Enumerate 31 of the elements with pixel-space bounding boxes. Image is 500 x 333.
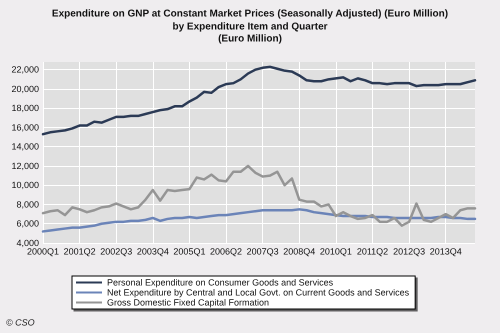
x-tick-label: 2002Q3 — [100, 246, 132, 256]
y-tick-label: 16,000 — [11, 122, 39, 132]
x-tick-label: 2013Q4 — [430, 246, 462, 256]
x-tick-label: 2010Q1 — [320, 246, 352, 256]
line-series — [42, 208, 476, 233]
text: © CSO — [6, 318, 35, 328]
y-tick-label: 12,000 — [11, 160, 39, 171]
x-tick-label: 2011Q2 — [356, 246, 388, 256]
legend-label: Gross Domestic Fixed Capital Formation — [107, 298, 270, 308]
y-tick-label: 10,000 — [11, 180, 39, 190]
chart-subtitle: by Expenditure Item and Quarter (Euro Million) — [172, 22, 328, 44]
x-tick-label: 2012Q3 — [393, 246, 426, 256]
line-series — [42, 66, 476, 136]
y-tick-label: 8,000 — [16, 199, 39, 210]
x-tick-label: 2005Q1 — [173, 246, 206, 256]
x-tick-label: 2008Q4 — [283, 246, 316, 256]
y-tick-label: 22,000 — [11, 64, 39, 75]
y-tick-label: 6,000 — [16, 218, 39, 229]
y-tick-label: 20,000 — [11, 84, 39, 94]
chart-title: Expenditure on GNP at Constant Market Prices (Seasonally Adjusted) (Euro Million) — [52, 8, 448, 20]
x-tick-label: 2000Q1 — [26, 246, 60, 256]
y-tick-label: 14,000 — [11, 142, 39, 152]
line-series — [42, 164, 476, 227]
y-tick-label: 4,000 — [16, 238, 39, 248]
legend-label: Net Expenditure by Central and Local Govt. on Current Goods and Services — [107, 288, 410, 298]
legend-label: Personal Expenditure on Consumer Goods and Services — [107, 278, 334, 288]
x-tick-label: 2006Q2 — [210, 246, 242, 256]
x-tick-label: 2003Q4 — [136, 246, 169, 256]
y-tick-label: 18,000 — [11, 103, 39, 114]
x-tick-label: 2001Q2 — [64, 246, 96, 256]
x-tick-label: 2007Q3 — [246, 246, 279, 256]
